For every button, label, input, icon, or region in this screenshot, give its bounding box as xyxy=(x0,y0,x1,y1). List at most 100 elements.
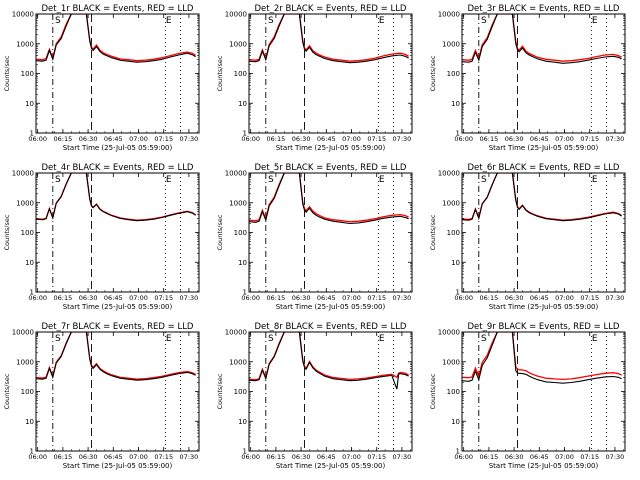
series-line-events xyxy=(36,173,196,222)
series-line-events xyxy=(462,14,622,64)
marker-end: E xyxy=(379,175,385,185)
y-tick-label: 1 xyxy=(243,289,247,297)
y-tick-label: 100 xyxy=(234,70,247,78)
y-axis-label: Counts/sec xyxy=(429,373,437,409)
x-tick-label: 06:15 xyxy=(480,294,499,302)
x-tick-label: 06:30 xyxy=(505,135,524,143)
x-tick-label: 06:00 xyxy=(241,453,260,461)
y-tick-label: 1000 xyxy=(229,40,247,48)
y-tick-label: 1000 xyxy=(16,40,34,48)
chart-title: Det_9r BLACK = Events, RED = LLD xyxy=(468,322,620,332)
y-tick-label: 1000 xyxy=(16,199,34,207)
panel-2: Det_2r BLACK = Events, RED = LLD Counts/s… xyxy=(216,4,413,152)
marker-start: S xyxy=(481,16,487,26)
marker-start: S xyxy=(481,334,487,344)
y-tick-label: 10 xyxy=(451,259,460,267)
y-tick-label: 1000 xyxy=(442,40,460,48)
y-tick-label: 10000 xyxy=(12,170,34,178)
x-tick-label: 06:15 xyxy=(54,135,73,143)
x-tick-label: 07:30 xyxy=(606,453,625,461)
x-tick-label: 06:45 xyxy=(317,135,336,143)
y-tick-label: 1 xyxy=(243,130,247,138)
y-tick-label: 1 xyxy=(30,289,34,297)
x-tick-label: 06:15 xyxy=(267,294,286,302)
x-tick-label: 06:45 xyxy=(104,135,123,143)
x-tick-label: 06:15 xyxy=(267,453,286,461)
x-axis-label: Start Time (25-Jul-05 05:59:00) xyxy=(276,144,386,152)
x-tick-label: 06:00 xyxy=(28,135,47,143)
chart-title: Det_5r BLACK = Events, RED = LLD xyxy=(255,163,407,173)
y-tick-label: 100 xyxy=(234,229,247,237)
y-tick-label: 10000 xyxy=(225,11,247,19)
marker-start: S xyxy=(55,16,61,26)
y-tick-label: 100 xyxy=(21,70,34,78)
panel-8: Det_8r BLACK = Events, RED = LLD Counts/s… xyxy=(216,322,413,470)
chart-title: Det_1r BLACK = Events, RED = LLD xyxy=(42,4,194,14)
y-tick-label: 100 xyxy=(447,388,460,396)
series-line-lld xyxy=(462,332,622,381)
y-axis-label: Counts/sec xyxy=(429,214,437,250)
x-tick-label: 06:30 xyxy=(505,453,524,461)
marker-end: E xyxy=(379,334,385,344)
x-tick-label: 06:30 xyxy=(505,294,524,302)
x-tick-label: 06:45 xyxy=(104,294,123,302)
y-tick-label: 10 xyxy=(238,100,247,108)
series-line-lld xyxy=(249,173,409,223)
marker-start: S xyxy=(268,175,274,185)
x-tick-label: 06:15 xyxy=(267,135,286,143)
marker-end: E xyxy=(592,175,598,185)
x-tick-label: 07:15 xyxy=(367,453,386,461)
x-axis-label: Start Time (25-Jul-05 05:59:00) xyxy=(489,144,599,152)
series-line-events xyxy=(249,332,409,390)
marker-end: E xyxy=(592,334,598,344)
marker-end: E xyxy=(166,334,172,344)
x-tick-label: 07:30 xyxy=(180,453,199,461)
y-axis-label: Counts/sec xyxy=(216,373,224,409)
marker-start: S xyxy=(268,16,274,26)
series-line-lld xyxy=(462,14,622,62)
x-tick-label: 06:45 xyxy=(317,453,336,461)
chart-title: Det_7r BLACK = Events, RED = LLD xyxy=(42,322,194,332)
x-tick-label: 06:45 xyxy=(530,294,549,302)
x-tick-label: 07:15 xyxy=(367,294,386,302)
y-tick-label: 10000 xyxy=(438,11,460,19)
x-tick-label: 06:30 xyxy=(292,135,311,143)
panel-4: Det_4r BLACK = Events, RED = LLD Counts/s… xyxy=(3,163,200,311)
y-tick-label: 1000 xyxy=(442,358,460,366)
x-tick-label: 07:00 xyxy=(342,453,361,461)
y-tick-label: 1 xyxy=(456,130,460,138)
x-tick-label: 07:15 xyxy=(154,294,173,302)
x-tick-label: 07:30 xyxy=(393,135,412,143)
panel-6: Det_6r BLACK = Events, RED = LLD Counts/s… xyxy=(429,163,626,311)
x-tick-label: 07:15 xyxy=(580,294,599,302)
x-tick-label: 07:30 xyxy=(180,294,199,302)
x-axis-label: Start Time (25-Jul-05 05:59:00) xyxy=(489,462,599,470)
marker-start: S xyxy=(55,175,61,185)
y-tick-label: 1 xyxy=(456,448,460,456)
x-tick-label: 06:00 xyxy=(454,294,473,302)
x-tick-label: 07:00 xyxy=(555,453,574,461)
y-tick-label: 10 xyxy=(238,259,247,267)
y-axis-label: Counts/sec xyxy=(429,55,437,91)
x-tick-label: 07:00 xyxy=(129,453,148,461)
y-tick-label: 100 xyxy=(21,229,34,237)
x-tick-label: 06:30 xyxy=(292,453,311,461)
marker-end: E xyxy=(166,175,172,185)
y-tick-label: 100 xyxy=(21,388,34,396)
series-line-events xyxy=(249,14,409,64)
x-tick-label: 06:45 xyxy=(530,453,549,461)
series-line-lld xyxy=(249,14,409,62)
y-tick-label: 1000 xyxy=(229,199,247,207)
y-axis-label: Counts/sec xyxy=(216,214,224,250)
panel-5: Det_5r BLACK = Events, RED = LLD Counts/s… xyxy=(216,163,413,311)
y-tick-label: 1 xyxy=(243,448,247,456)
x-tick-label: 06:00 xyxy=(454,453,473,461)
x-tick-label: 06:00 xyxy=(241,135,260,143)
y-tick-label: 100 xyxy=(234,388,247,396)
y-tick-label: 10 xyxy=(238,418,247,426)
marker-start: S xyxy=(55,334,61,344)
x-axis-label: Start Time (25-Jul-05 05:59:00) xyxy=(63,144,173,152)
y-tick-label: 1 xyxy=(30,130,34,138)
y-tick-label: 1000 xyxy=(16,358,34,366)
